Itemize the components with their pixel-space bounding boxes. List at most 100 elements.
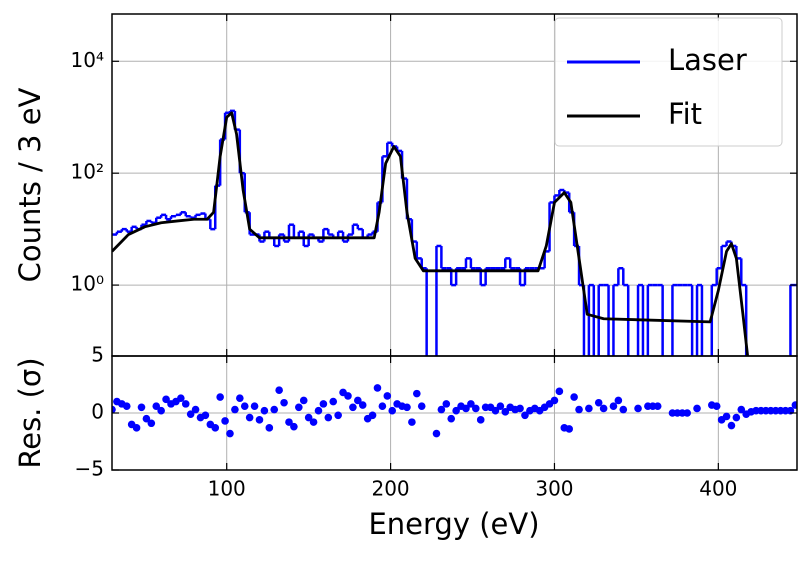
- y-axis-label: Res. (σ): [13, 357, 47, 468]
- residual-point: [221, 417, 229, 425]
- residual-point: [476, 416, 485, 424]
- residual-point: [585, 404, 593, 413]
- plot-area: [112, 384, 797, 438]
- residual-point: [599, 404, 608, 413]
- residual-point: [240, 402, 249, 410]
- y-tick-label: 10⁰: [71, 272, 104, 296]
- residual-point: [413, 389, 421, 398]
- residual-point: [354, 396, 362, 405]
- residual-point: [467, 400, 475, 408]
- residual-point: [324, 413, 333, 422]
- y-tick-label: −5: [75, 457, 104, 481]
- residual-point: [275, 386, 283, 395]
- residual-point: [447, 414, 456, 423]
- residual-point: [452, 406, 460, 415]
- x-tick-label: 300: [535, 477, 573, 501]
- residual-point: [344, 392, 352, 400]
- residual-point: [408, 418, 416, 426]
- residual-point: [270, 405, 279, 414]
- residual-point: [501, 408, 510, 416]
- residual-point: [314, 406, 323, 415]
- residual-point: [216, 393, 224, 401]
- residual-point: [265, 424, 274, 432]
- residual-point: [181, 400, 190, 408]
- residual-point: [186, 410, 195, 418]
- residual-point: [373, 384, 382, 392]
- residual-point: [496, 402, 505, 410]
- y-tick-label: 5: [91, 343, 104, 367]
- residual-point: [177, 394, 185, 402]
- residual-point: [417, 402, 426, 410]
- residual-point: [162, 395, 170, 404]
- residual-point: [122, 402, 131, 410]
- residual-point: [368, 411, 377, 420]
- residual-point: [432, 429, 441, 438]
- residual-point: [634, 404, 642, 413]
- legend-label: Fit: [668, 97, 702, 131]
- residual-point: [442, 400, 451, 408]
- residual-point: [147, 419, 156, 428]
- residual-point: [201, 411, 210, 420]
- residual-point: [614, 396, 623, 405]
- y-tick-label: 10⁴: [71, 48, 104, 72]
- residual-point: [226, 429, 234, 438]
- residual-point: [245, 413, 254, 422]
- residual-point: [112, 405, 116, 414]
- residual-point: [383, 392, 392, 400]
- residual-point: [309, 418, 318, 426]
- residual-point: [737, 405, 746, 414]
- y-tick-label: 0: [91, 400, 104, 424]
- residual-point: [137, 403, 146, 412]
- residual-point: [295, 403, 303, 412]
- x-tick-label: 400: [699, 477, 737, 501]
- x-tick-label: 100: [208, 477, 246, 501]
- residual-point: [550, 396, 559, 405]
- residual-point: [570, 393, 578, 401]
- residual-point: [132, 424, 141, 432]
- residual-point: [619, 405, 628, 414]
- residual-point: [609, 402, 618, 410]
- fit-line: [112, 111, 750, 356]
- legend: Laser Fit: [554, 17, 783, 147]
- residual-point: [555, 387, 564, 396]
- x-tick-label: 200: [371, 477, 409, 501]
- x-axis-label: Energy (eV): [368, 507, 539, 541]
- residual-point: [329, 397, 338, 406]
- residual-point: [437, 405, 446, 414]
- residual-point: [732, 413, 741, 422]
- residual-point: [565, 425, 574, 433]
- residual-point: [516, 404, 524, 413]
- residual-point: [653, 402, 662, 410]
- legend-label: Laser: [668, 43, 747, 77]
- residual-point: [280, 398, 288, 407]
- residual-point: [231, 405, 239, 414]
- residual-point: [157, 406, 165, 415]
- residual-point: [521, 411, 529, 420]
- step-connector: [115, 110, 792, 356]
- residual-point: [712, 402, 721, 410]
- residual-point: [594, 398, 603, 407]
- residual-point: [693, 404, 701, 413]
- residual-point: [211, 424, 220, 432]
- residual-point: [683, 409, 692, 417]
- plot-area: [112, 109, 797, 356]
- residual-point: [472, 404, 480, 413]
- residual-point: [236, 394, 244, 402]
- residual-point: [727, 421, 736, 430]
- residual-point: [260, 406, 269, 415]
- legend-box: [554, 17, 783, 147]
- y-axis-label: Counts / 3 eV: [13, 87, 47, 282]
- residual-point: [388, 406, 397, 415]
- y-tick-label: 10²: [71, 160, 104, 184]
- ticks: 10⁰ 10² 10⁴ −5 0 5 100 200 300 400: [71, 14, 797, 501]
- residual-point: [285, 418, 293, 426]
- residual-point: [142, 414, 151, 423]
- residual-point: [491, 406, 500, 415]
- residual-point: [191, 405, 200, 414]
- residual-point: [319, 400, 328, 408]
- residual-point: [299, 396, 308, 405]
- residual-point: [304, 413, 313, 422]
- residual-point: [334, 411, 342, 420]
- residual-point: [378, 402, 387, 410]
